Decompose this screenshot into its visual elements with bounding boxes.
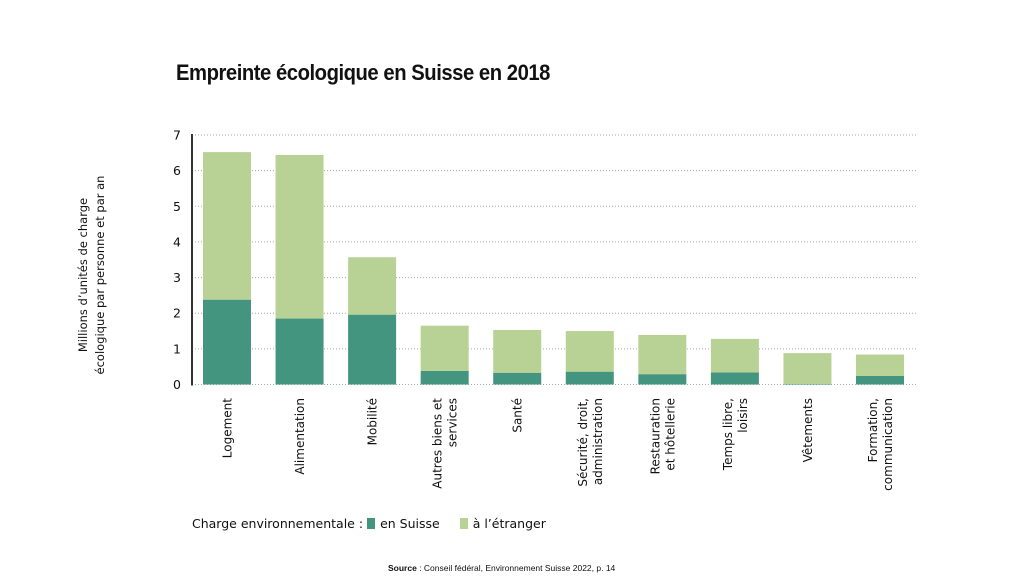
bar-segment-en-suisse (783, 383, 832, 385)
y-tick-label: 1 (173, 341, 181, 356)
legend-swatch-en-suisse (367, 518, 376, 529)
bar-segment-a-letranger (493, 329, 542, 373)
x-tick-label-line: Santé (511, 398, 525, 433)
bar-segment-en-suisse (348, 314, 397, 385)
bar-segment-en-suisse (856, 375, 904, 385)
x-tick-label-line: Mobilité (366, 398, 380, 445)
x-tick-label-line: services (446, 398, 460, 447)
x-tick-label-line: Autres biens et (431, 398, 445, 489)
bar-segment-a-letranger (420, 325, 469, 371)
y-tick-label: 6 (173, 163, 181, 178)
x-tick-label: Restauration et hôtellerie (648, 398, 677, 474)
legend-swatch-a-letranger (459, 518, 468, 529)
y-tick-label: 0 (173, 377, 181, 392)
bar-segment-en-suisse (420, 370, 469, 385)
x-tick-label: Santé (511, 398, 525, 433)
x-tick-label: Logement (221, 398, 235, 458)
y-tick-labels: 0 1 2 3 4 5 6 7 (173, 128, 181, 393)
y-tick-label: 2 (173, 306, 181, 321)
y-tick-label: 7 (173, 128, 181, 143)
bar-segment-a-letranger (710, 338, 759, 373)
x-tick-label-line: Vêtements (801, 398, 815, 462)
x-tick-label: Temps libre, loisirs (721, 398, 750, 471)
bar-segment-en-suisse (638, 374, 687, 385)
x-tick-label: Autres biens et services (431, 398, 460, 489)
x-tick-label-line: Sécurité, droit, (576, 398, 590, 487)
source-label: Source (388, 563, 417, 573)
bars (203, 152, 904, 385)
x-tick-label-line: administration (591, 398, 605, 485)
legend: Charge environnementale : en Suisse à l’… (192, 516, 546, 531)
y-tick-label: 5 (173, 199, 181, 214)
bar-segment-a-letranger (783, 353, 832, 384)
chart-title: Empreinte écologique en Suisse en 2018 (176, 60, 550, 85)
x-tick-labels: Logement Alimentation Mobilité Autres biens… (221, 398, 896, 491)
bar-segment-en-suisse (710, 372, 759, 385)
x-tick-label-line: Temps libre, (721, 398, 735, 471)
legend-label-a-letranger: à l’étranger (472, 516, 546, 531)
x-tick-label: Mobilité (366, 398, 380, 445)
x-tick-label-line: Restauration (648, 398, 662, 474)
legend-label-en-suisse: en Suisse (380, 516, 440, 531)
x-tick-label: Sécurité, droit, administration (576, 398, 605, 487)
x-tick-label-line: et hôtellerie (663, 398, 677, 471)
legend-prefix: Charge environnementale : (192, 516, 364, 531)
bar-segment-a-letranger (638, 334, 687, 375)
bar-segment-a-letranger (348, 257, 397, 315)
bar-segment-a-letranger (275, 154, 324, 319)
x-tick-label-line: communication (881, 398, 895, 491)
x-tick-label: Formation, communication (866, 398, 895, 491)
bar-segment-a-letranger (565, 331, 614, 372)
bar-segment-a-letranger (203, 152, 251, 300)
bar-segment-en-suisse (203, 299, 251, 385)
x-tick-label-line: loisirs (736, 398, 750, 433)
y-tick-label: 4 (173, 234, 181, 249)
y-tick-label: 3 (173, 270, 181, 285)
x-tick-label: Vêtements (801, 398, 815, 462)
x-tick-label: Alimentation (293, 398, 307, 475)
bar-segment-en-suisse (565, 371, 614, 385)
source-text: : Conseil fédéral, Environnement Suisse … (416, 563, 616, 573)
bar-segment-en-suisse (275, 318, 324, 385)
source-note: Source : Conseil fédéral, Environnement … (388, 563, 615, 573)
x-tick-label-line: Alimentation (293, 398, 307, 475)
bar-segment-en-suisse (493, 372, 542, 385)
bar-segment-a-letranger (856, 354, 904, 376)
x-tick-label-line: Formation, (866, 398, 880, 462)
x-tick-label-line: Logement (221, 398, 235, 458)
